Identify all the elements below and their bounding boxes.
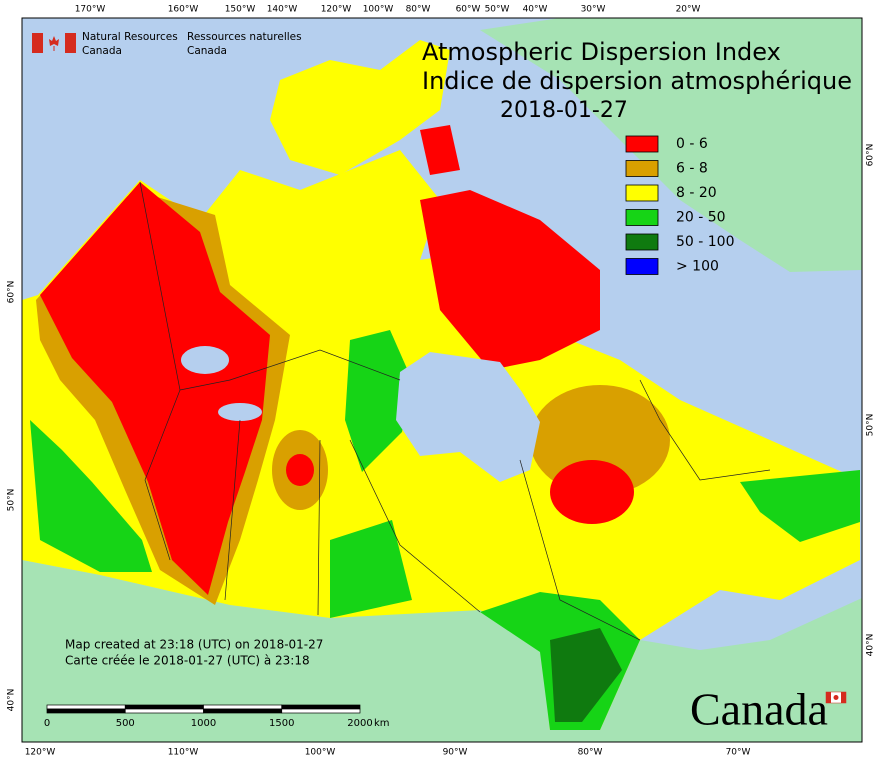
longitude-label: 20°W (676, 5, 701, 15)
agency-en: Natural Resources (82, 31, 178, 43)
latitude-label: 40°N (7, 689, 17, 712)
agency-en: Canada (82, 45, 122, 57)
greenland (480, 18, 862, 272)
longitude-label: 80°W (406, 5, 431, 15)
great-slave-lake (218, 403, 262, 421)
zone-20-50-newfoundland (740, 470, 860, 542)
scale-segment (203, 704, 283, 710)
scale-segment (124, 708, 204, 714)
longitude-label: 100°W (305, 748, 336, 758)
title-en: Atmospheric Dispersion Index (422, 38, 781, 66)
zone-0-6-sask (286, 454, 314, 486)
longitude-label: 30°W (581, 5, 606, 15)
zone-0-6-quebec (550, 460, 634, 524)
legend-swatch (625, 209, 659, 226)
longitude-label: 60°W (456, 5, 481, 15)
arctic-islands (270, 40, 450, 175)
legend-swatch (625, 233, 659, 251)
scale-label: 1500 (269, 718, 294, 729)
flag-band (841, 692, 846, 703)
legend-label: > 100 (676, 259, 719, 275)
zone-0-6-west (40, 182, 270, 595)
created-fr: Carte créée le 2018-01-27 (UTC) à 23:18 (65, 654, 310, 668)
zone-20-50-manitoba (330, 520, 412, 618)
longitude-label: 100°W (363, 5, 394, 15)
latitude-label: 50°N (866, 414, 876, 437)
legend-label: 20 - 50 (676, 210, 726, 226)
latitude-label: 60°N (866, 144, 876, 167)
scale-segment (281, 704, 361, 710)
maple-leaf (49, 36, 59, 51)
scale-segment (124, 704, 204, 710)
zone-50-100-ontario (550, 628, 622, 722)
scale-label: 2000 (347, 718, 372, 729)
map-frame (21, 17, 863, 743)
longitude-label: 140°W (267, 5, 298, 15)
scale-segment (46, 708, 126, 714)
latitude-label: 60°N (7, 281, 17, 304)
longitude-label: 150°W (225, 5, 256, 15)
longitude-label: 50°W (485, 5, 510, 15)
longitude-label: 80°W (578, 748, 603, 758)
longitude-label: 170°W (75, 5, 106, 15)
legend-label: 6 - 8 (676, 161, 708, 177)
longitude-label: 160°W (168, 5, 199, 15)
longitude-label: 120°W (321, 5, 352, 15)
title-date: 2018-01-27 (500, 98, 628, 123)
great-bear-lake (181, 346, 229, 374)
scale-unit: km (374, 718, 390, 729)
latitude-label: 50°N (7, 489, 17, 512)
zone-0-6-arctic (420, 190, 600, 370)
united-states (22, 560, 862, 742)
legend-swatch (625, 135, 659, 153)
boundary (519, 379, 771, 641)
legend-label: 50 - 100 (676, 234, 735, 250)
logo (32, 33, 76, 53)
legend-swatch (625, 160, 659, 177)
legend-swatch (625, 258, 659, 275)
created-en: Map created at 23:18 (UTC) on 2018-01-27 (65, 638, 323, 652)
flag-band (65, 33, 76, 53)
longitude-label: 120°W (25, 748, 56, 758)
generated: 0 - 6 6 - 8 8 - 20 20 - 50 50 - 100 > 100 170°… (7, 5, 876, 758)
boundary (224, 419, 481, 616)
title-fr: Indice de dispersion atmosphérique (422, 67, 852, 95)
longitude-label: 90°W (443, 748, 468, 758)
boundary (139, 181, 181, 561)
longitude-label: 40°W (523, 5, 548, 15)
agency-fr: Canada (187, 45, 227, 57)
zone-20-50-bc-coast (30, 420, 152, 572)
flag-band (826, 692, 831, 703)
maple-leaf (833, 695, 839, 700)
agency-fr: Ressources naturelles (187, 31, 302, 43)
scale-segment (203, 708, 283, 714)
hudson-bay (396, 352, 540, 482)
legend-label: 0 - 6 (676, 136, 708, 152)
zone-0-6-ellesmere (420, 125, 460, 175)
map (22, 18, 862, 742)
wordmark-flag (825, 691, 847, 704)
scale-segment (281, 708, 361, 714)
flag-band (32, 33, 43, 53)
legend-swatch (625, 184, 659, 202)
latitude-label: 40°N (866, 634, 876, 657)
scale-label: 500 (116, 718, 135, 729)
scale-segment (46, 704, 126, 710)
legend-label: 8 - 20 (676, 185, 717, 201)
scale-label: 1000 (191, 718, 216, 729)
scale-label: 0 (44, 718, 50, 729)
longitude-label: 110°W (168, 748, 199, 758)
longitude-label: 70°W (726, 748, 751, 758)
wordmark: Canada (690, 684, 828, 735)
boundary (179, 349, 401, 391)
